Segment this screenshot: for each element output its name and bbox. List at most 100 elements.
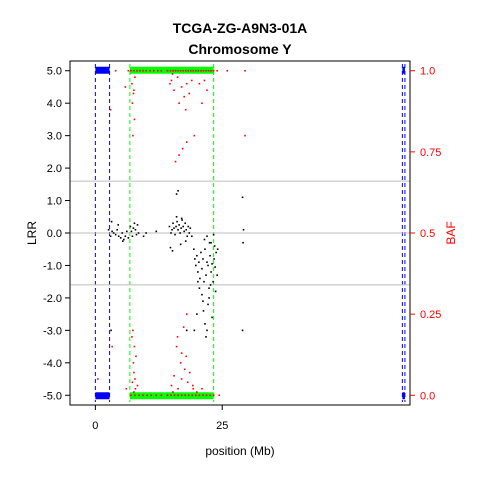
baf-point-16 <box>182 70 184 72</box>
baf-point-37 <box>150 394 152 396</box>
lrr-point-83 <box>204 323 206 325</box>
lrr-point-107 <box>145 232 147 234</box>
lrr-point-95 <box>197 281 199 283</box>
region-blue-2-bar-bottom <box>402 392 405 399</box>
baf-point-78 <box>177 388 179 390</box>
baf-point-94 <box>201 388 203 390</box>
lrr-point-20 <box>137 224 139 226</box>
baf-point-44 <box>181 394 183 396</box>
lrr-point-66 <box>206 261 208 263</box>
baf-point-88 <box>183 326 185 328</box>
baf-point-24 <box>203 70 205 72</box>
baf-point-105 <box>137 385 139 387</box>
baf-point-100 <box>133 372 135 374</box>
baf-point-45 <box>184 394 186 396</box>
baf-point-38 <box>155 394 157 396</box>
baf-point-47 <box>191 394 193 396</box>
x-axis-label: position (Mb) <box>205 444 274 458</box>
lrr-point-81 <box>201 294 203 296</box>
lrr-point-1 <box>110 235 112 237</box>
baf-point-54 <box>218 394 220 396</box>
lrr-point-44 <box>188 232 190 234</box>
y-left-tick-label-5: 0.0 <box>47 228 62 240</box>
lrr-point-99 <box>176 193 178 195</box>
lrr-point-109 <box>143 235 145 237</box>
y-right-tick-label-3: 0.25 <box>420 309 441 321</box>
baf-point-13 <box>175 70 177 72</box>
lrr-point-63 <box>203 281 205 283</box>
baf-point-32 <box>130 394 132 396</box>
y-right-tick-label-4: 0.0 <box>420 390 435 402</box>
lrr-point-74 <box>214 266 216 268</box>
baf-point-86 <box>172 391 174 393</box>
baf-point-66 <box>169 83 171 85</box>
lrr-point-41 <box>185 229 187 231</box>
y-right-tick-label-1: 0.75 <box>420 147 441 159</box>
baf-point-18 <box>187 70 189 72</box>
lrr-point-69 <box>209 255 211 257</box>
lrr-point-87 <box>205 336 207 338</box>
lrr-point-42 <box>186 235 188 237</box>
baf-point-6 <box>149 70 151 72</box>
baf-point-34 <box>138 394 140 396</box>
baf-point-30 <box>227 70 229 72</box>
lrr-point-15 <box>132 235 134 237</box>
baf-point-25 <box>205 70 207 72</box>
lrr-point-13 <box>130 226 132 228</box>
y-left-tick-label-3: 2.0 <box>47 163 62 175</box>
lrr-point-67 <box>207 265 209 267</box>
lrr-point-60 <box>200 252 202 254</box>
baf-point-50 <box>202 394 204 396</box>
lrr-point-38 <box>182 226 184 228</box>
lrr-point-56 <box>196 255 198 257</box>
y-left-tick-label-8: -3.0 <box>43 325 62 337</box>
baf-point-76 <box>171 385 173 387</box>
lrr-point-97 <box>213 234 215 236</box>
lrr-point-26 <box>170 232 172 234</box>
baf-point-75 <box>199 83 201 85</box>
lrr-point-33 <box>177 229 179 231</box>
lrr-point-100 <box>177 190 179 192</box>
baf-point-35 <box>142 394 144 396</box>
baf-point-117 <box>125 86 127 88</box>
y-left-tick-label-4: 1.0 <box>47 196 62 208</box>
baf-point-29 <box>216 70 218 72</box>
lrr-point-31 <box>175 226 177 228</box>
baf-point-0 <box>130 70 132 72</box>
region-blue-2-bar-top <box>402 67 405 74</box>
lrr-point-59 <box>199 278 201 280</box>
baf-point-118 <box>115 70 117 72</box>
lrr-point-72 <box>212 281 214 283</box>
lrr-point-28 <box>172 222 174 224</box>
baf-point-92 <box>193 388 195 390</box>
baf-point-19 <box>190 70 192 72</box>
baf-point-59 <box>183 96 185 98</box>
region-blue-0-bar-bottom <box>95 392 109 399</box>
lrr-point-32 <box>176 221 178 223</box>
lrr-point-94 <box>196 313 198 315</box>
y-left-tick-label-0: 5.0 <box>47 66 62 78</box>
lrr-point-70 <box>210 271 212 273</box>
baf-point-119 <box>128 70 130 72</box>
y-right-tick-label-2: 0.5 <box>420 228 435 240</box>
baf-point-72 <box>204 80 206 82</box>
lrr-point-89 <box>199 287 201 289</box>
lrr-point-55 <box>195 265 197 267</box>
baf-point-12 <box>172 70 174 72</box>
lrr-point-75 <box>215 252 217 254</box>
lrr-point-11 <box>126 231 128 233</box>
lrr-point-64 <box>204 248 206 250</box>
lrr-point-96 <box>210 242 212 244</box>
baf-point-111 <box>133 89 135 91</box>
baf-point-20 <box>193 70 195 72</box>
baf-point-95 <box>132 330 134 332</box>
lrr-point-19 <box>136 234 138 236</box>
lrr-point-54 <box>194 258 196 260</box>
baf-point-33 <box>134 394 136 396</box>
lrr-point-76 <box>216 274 218 276</box>
lrr-point-6 <box>118 235 120 237</box>
chart-title: TCGA-ZG-A9N3-01A <box>173 20 308 36</box>
lrr-point-52 <box>181 218 183 220</box>
lrr-point-92 <box>202 300 204 302</box>
baf-point-110 <box>132 135 134 137</box>
